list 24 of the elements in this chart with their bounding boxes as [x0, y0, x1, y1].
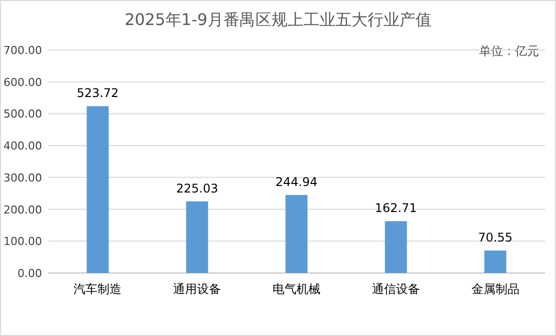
y-tick-label: 0.00: [18, 267, 42, 280]
x-tick-label: 电气机械: [272, 282, 320, 296]
bar: [384, 221, 407, 273]
data-label: 225.03: [176, 181, 218, 196]
y-tick-label: 100.00: [4, 235, 42, 248]
y-tick-label: 400.00: [4, 140, 42, 153]
data-label: 523.72: [76, 86, 119, 100]
bar: [286, 194, 308, 273]
y-tick-label: 200.00: [4, 203, 42, 216]
bar: [86, 106, 109, 273]
bar: [186, 201, 208, 273]
x-tick-label: 通信设备: [372, 282, 420, 296]
x-tick-label: 金属制品: [471, 282, 520, 296]
bar: [484, 250, 506, 273]
y-tick-label: 700.00: [4, 44, 42, 57]
x-tick-label: 汽车制造: [74, 282, 122, 296]
data-label: 244.94: [276, 174, 318, 189]
y-tick-label: 300.00: [4, 171, 42, 184]
chart-title: 2025年1-9月番禺区规上工业五大行业产值: [124, 10, 432, 29]
y-tick-label: 600.00: [4, 76, 42, 89]
x-tick-label: 通用设备: [173, 282, 222, 296]
data-label: 70.55: [478, 230, 512, 245]
y-tick-label: 500.00: [4, 108, 42, 121]
data-label: 162.71: [374, 201, 417, 216]
